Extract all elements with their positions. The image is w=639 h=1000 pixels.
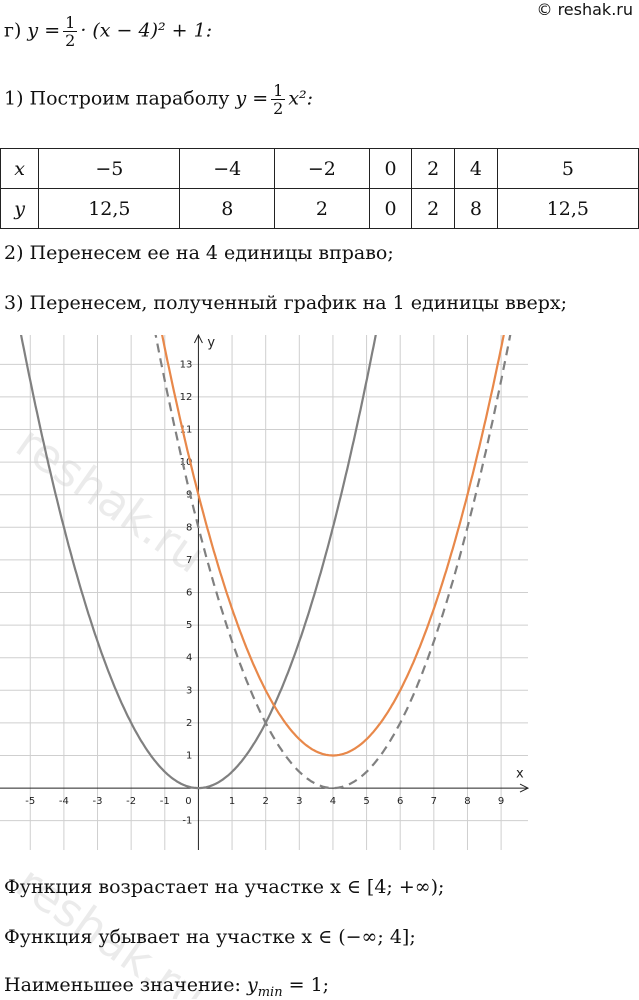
y-tick-label: 7 xyxy=(186,555,192,566)
x-tick-label: 6 xyxy=(397,796,403,807)
minimum: Наименьшее значение: ymin = 1; xyxy=(4,974,329,1000)
y-tick-label: 1 xyxy=(186,750,192,761)
table-cell: −2 xyxy=(274,148,370,189)
x-axis-label: x xyxy=(516,767,524,782)
formula: y = xyxy=(27,19,61,42)
x-tick-label: 8 xyxy=(464,796,470,807)
y: y xyxy=(246,974,258,996)
table-row: x −5 −4 −2 0 2 4 5 xyxy=(0,148,639,189)
watermark: reshak.ru xyxy=(7,415,216,584)
step-2: 2) Перенесем ее на 4 единицы вправо; xyxy=(4,242,394,264)
text: = 1; xyxy=(288,974,330,996)
y-tick-label: 12 xyxy=(180,392,193,403)
axis-arrow xyxy=(193,333,203,344)
numerator: 1 xyxy=(271,81,286,100)
x-tick-label: 7 xyxy=(431,796,437,807)
table-cell: 2 xyxy=(274,188,370,229)
x-tick-label: 2 xyxy=(262,796,268,807)
text: Наименьшее значение: xyxy=(4,974,241,996)
decrease: Функция убывает на участке x ∈ (−∞; 4]; xyxy=(4,926,416,948)
y-tick-label: 8 xyxy=(186,522,192,533)
x-tick-label: 4 xyxy=(330,796,336,807)
x-tick-label: -1 xyxy=(160,796,170,807)
x-tick-label: -3 xyxy=(93,796,103,807)
y-tick-label: 3 xyxy=(186,685,192,696)
x-tick-label: 1 xyxy=(229,796,235,807)
step-3: 3) Перенесем, полученный график на 1 еди… xyxy=(4,292,568,314)
table-cell: 2 xyxy=(411,148,456,189)
table-cell: 5 xyxy=(496,148,639,189)
x-tick-label: -5 xyxy=(25,796,35,807)
x-tick-label: 5 xyxy=(363,796,369,807)
x-tick-label: 9 xyxy=(498,796,504,807)
header: г) y = 1 2 · (x − 4)² + 1: xyxy=(4,14,212,49)
curve xyxy=(19,335,377,790)
formula: · (x − 4)² + 1: xyxy=(80,19,213,42)
table-row: y 12,5 8 2 0 2 8 12,5 xyxy=(0,188,639,229)
table-cell: 12,5 xyxy=(496,188,639,229)
y-tick-label: 5 xyxy=(186,620,192,631)
x-tick-label: 0 xyxy=(185,796,191,807)
table-cell: 4 xyxy=(454,148,498,189)
axis-arrow xyxy=(519,783,530,793)
denominator: 2 xyxy=(65,31,76,50)
formula: y = xyxy=(235,87,269,110)
x-tick-label: 3 xyxy=(296,796,302,807)
numerator: 1 xyxy=(63,13,78,32)
table-cell: 8 xyxy=(179,188,276,229)
table-cell: 12,5 xyxy=(38,188,181,229)
y-tick-label: 4 xyxy=(186,653,192,664)
label: г) xyxy=(4,19,22,42)
table-cell: y xyxy=(0,188,40,229)
y-tick-label: 11 xyxy=(180,425,193,436)
text: 1) Построим параболу xyxy=(4,87,230,110)
y-tick-label: 9 xyxy=(186,490,192,501)
x-tick-label: -4 xyxy=(59,796,69,807)
value-table: x −5 −4 −2 0 2 4 5 y 12,5 8 2 0 2 8 12,5 xyxy=(0,148,639,229)
step-1: 1) Построим параболу y = 1 2 x²: xyxy=(4,82,313,117)
table-cell: −4 xyxy=(179,148,276,189)
curve xyxy=(161,335,505,757)
y-tick-label: 2 xyxy=(186,718,192,729)
table-cell: −5 xyxy=(38,148,181,189)
y-tick-label: 13 xyxy=(180,359,193,370)
copyright: © reshak.ru xyxy=(536,0,633,19)
y-tick-label: 10 xyxy=(180,457,193,468)
table-cell: 0 xyxy=(368,148,413,189)
table-cell: x xyxy=(0,148,40,189)
y-tick-label: -1 xyxy=(182,816,192,827)
subscript: min xyxy=(257,984,283,1000)
curve xyxy=(154,335,512,790)
formula: x²: xyxy=(288,87,314,110)
table-cell: 2 xyxy=(411,188,456,229)
y-tick-label: 6 xyxy=(186,588,192,599)
y-axis-label: y xyxy=(207,336,215,351)
increase: Функция возрастает на участке x ∈ [4; +∞… xyxy=(4,876,445,898)
denominator: 2 xyxy=(273,99,284,118)
x-tick-label: -2 xyxy=(126,796,136,807)
